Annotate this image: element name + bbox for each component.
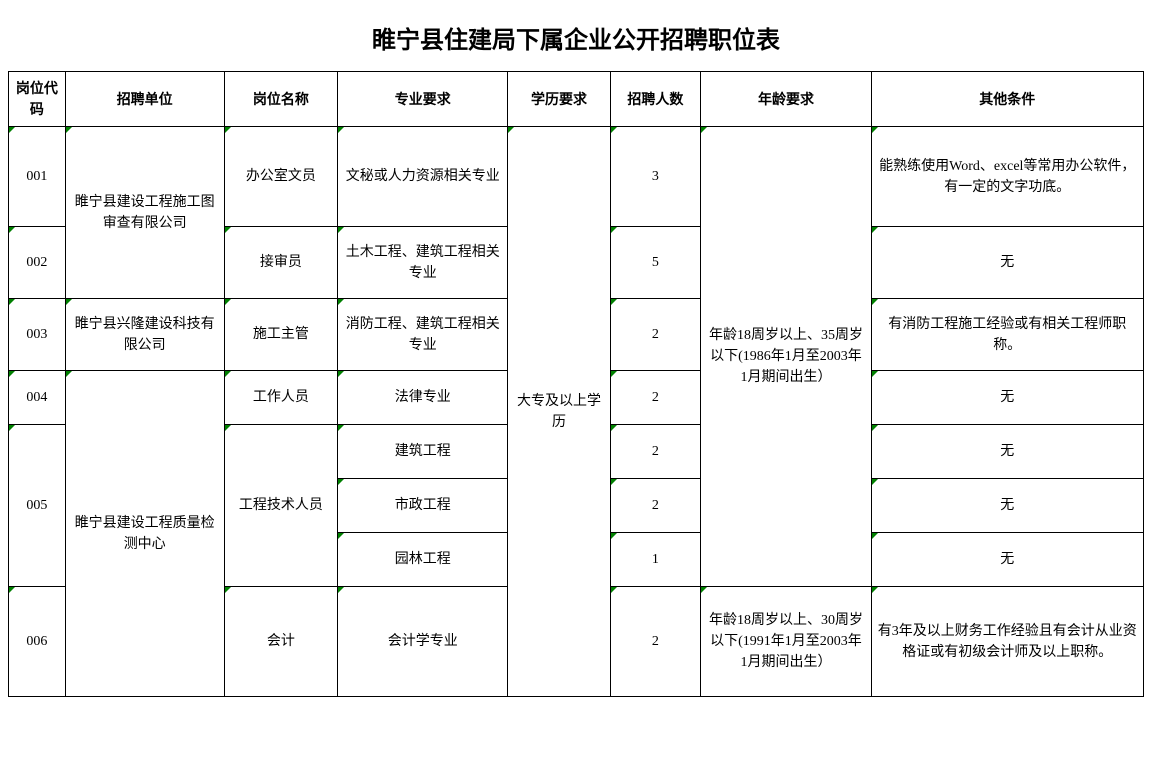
col-header-edu: 学历要求 xyxy=(508,72,610,127)
cell-pos: 施工主管 xyxy=(224,299,338,371)
cell-count: 2 xyxy=(610,425,701,479)
col-header-other: 其他条件 xyxy=(871,72,1143,127)
cell-count: 5 xyxy=(610,227,701,299)
cell-code: 002 xyxy=(9,227,66,299)
cell-other: 无 xyxy=(871,479,1143,533)
cell-pos: 会计 xyxy=(224,587,338,697)
cell-count: 2 xyxy=(610,479,701,533)
cell-major: 消防工程、建筑工程相关专业 xyxy=(338,299,508,371)
table-row: 001 睢宁县建设工程施工图审查有限公司 办公室文员 文秘或人力资源相关专业 大… xyxy=(9,127,1144,227)
cell-code: 001 xyxy=(9,127,66,227)
page-title: 睢宁县住建局下属企业公开招聘职位表 xyxy=(8,8,1144,71)
cell-pos: 工作人员 xyxy=(224,371,338,425)
col-header-age: 年龄要求 xyxy=(701,72,871,127)
cell-code: 006 xyxy=(9,587,66,697)
cell-code: 005 xyxy=(9,425,66,587)
cell-count: 3 xyxy=(610,127,701,227)
cell-pos: 接审员 xyxy=(224,227,338,299)
cell-count: 2 xyxy=(610,299,701,371)
cell-code: 003 xyxy=(9,299,66,371)
cell-code: 004 xyxy=(9,371,66,425)
cell-count: 2 xyxy=(610,587,701,697)
cell-age: 年龄18周岁以上、30周岁以下(1991年1月至2003年1月期间出生） xyxy=(701,587,871,697)
cell-major: 园林工程 xyxy=(338,533,508,587)
cell-other: 无 xyxy=(871,425,1143,479)
cell-major: 建筑工程 xyxy=(338,425,508,479)
cell-major: 市政工程 xyxy=(338,479,508,533)
cell-major: 文秘或人力资源相关专业 xyxy=(338,127,508,227)
cell-other: 无 xyxy=(871,371,1143,425)
cell-major: 法律专业 xyxy=(338,371,508,425)
col-header-unit: 招聘单位 xyxy=(65,72,224,127)
cell-other: 有消防工程施工经验或有相关工程师职称。 xyxy=(871,299,1143,371)
cell-major: 会计学专业 xyxy=(338,587,508,697)
cell-other: 有3年及以上财务工作经验且有会计从业资格证或有初级会计师及以上职称。 xyxy=(871,587,1143,697)
job-table: 岗位代码 招聘单位 岗位名称 专业要求 学历要求 招聘人数 年龄要求 其他条件 … xyxy=(8,71,1144,697)
cell-pos: 工程技术人员 xyxy=(224,425,338,587)
cell-count: 2 xyxy=(610,371,701,425)
col-header-pos: 岗位名称 xyxy=(224,72,338,127)
cell-count: 1 xyxy=(610,533,701,587)
table-header-row: 岗位代码 招聘单位 岗位名称 专业要求 学历要求 招聘人数 年龄要求 其他条件 xyxy=(9,72,1144,127)
cell-major: 土木工程、建筑工程相关专业 xyxy=(338,227,508,299)
cell-unit: 睢宁县建设工程质量检测中心 xyxy=(65,371,224,697)
cell-age: 年龄18周岁以上、35周岁以下(1986年1月至2003年1月期间出生） xyxy=(701,127,871,587)
cell-other: 能熟练使用Word、excel等常用办公软件，有一定的文字功底。 xyxy=(871,127,1143,227)
cell-unit: 睢宁县建设工程施工图审查有限公司 xyxy=(65,127,224,299)
cell-edu: 大专及以上学历 xyxy=(508,127,610,697)
cell-other: 无 xyxy=(871,227,1143,299)
col-header-major: 专业要求 xyxy=(338,72,508,127)
col-header-count: 招聘人数 xyxy=(610,72,701,127)
col-header-code: 岗位代码 xyxy=(9,72,66,127)
cell-pos: 办公室文员 xyxy=(224,127,338,227)
cell-unit: 睢宁县兴隆建设科技有限公司 xyxy=(65,299,224,371)
cell-other: 无 xyxy=(871,533,1143,587)
